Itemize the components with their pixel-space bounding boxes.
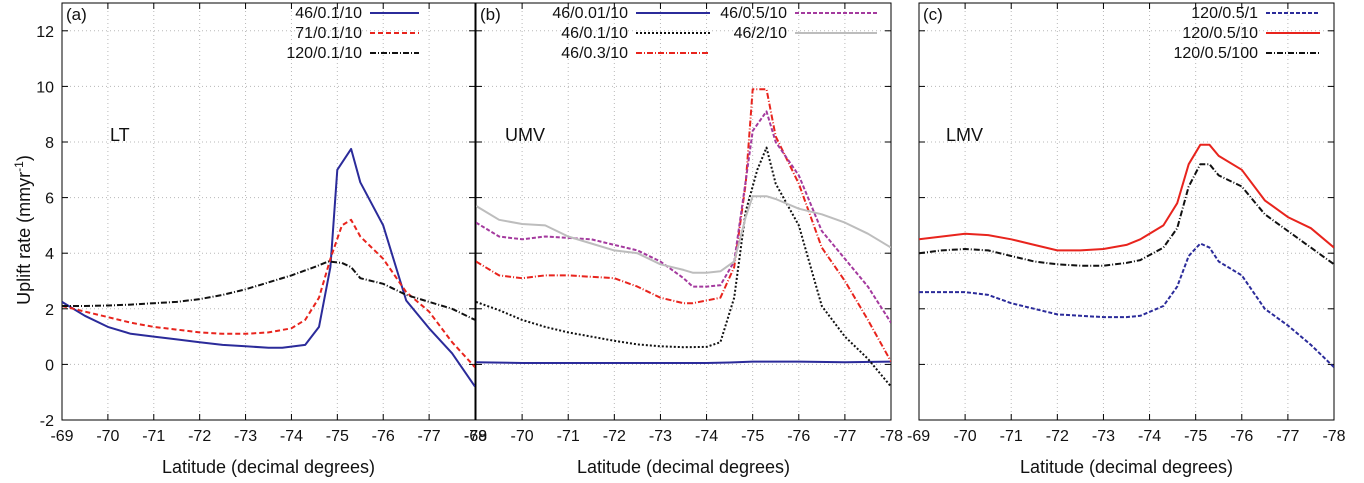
series-line [62,218,475,368]
legend-label: 120/0.5/10 [1182,25,1258,42]
region-label: UMV [505,125,545,145]
legend-label: 46/0.3/10 [561,45,628,62]
legend-label: 120/0.5/1 [1191,5,1258,22]
y-axis-label-main: Uplift rate (mmyr [14,172,34,305]
x-tick-label: -71 [557,428,580,445]
x-tick-label: -69 [907,428,930,445]
x-tick-label: -78 [880,428,903,445]
x-tick-label: -78 [1322,428,1345,445]
region-label: LT [110,125,130,145]
y-axis-label: Uplift rate (mmyr-1) [12,155,34,305]
x-tick-label: -75 [326,428,349,445]
x-tick-label: -73 [1092,428,1115,445]
y-axis-label-end: ) [14,155,34,161]
series-line [62,260,475,321]
x-tick-label: -69 [50,428,73,445]
series-line [476,195,891,274]
x-tick-label: -76 [787,428,810,445]
x-tick-label: -71 [142,428,165,445]
legend-label: 46/0.1/10 [561,25,628,42]
series-group [919,143,1334,368]
x-tick-label: -76 [1230,428,1253,445]
x-tick-label: -73 [234,428,257,445]
legend-label: 120/0.5/100 [1173,45,1258,62]
y-tick-label: 8 [45,135,54,152]
panel-a: -69 -70 -71 -72 -73 -74 -75 -76 -77 -78 -2 0 2 4 6 8 10 1… [36,2,487,477]
panel-c: -69 -70 -71 -72 -73 -74 -75 -76 -77 -78 Latitude (… [907,2,1346,477]
x-tick-label: -77 [1276,428,1299,445]
y-axis-label-superscript: -1 [12,161,26,172]
legend-label: 46/2/10 [734,25,787,42]
series-group [62,147,475,388]
x-tick-label: -74 [695,428,718,445]
x-tick-label: -78 [464,428,487,445]
series-line [476,88,891,363]
y-tick-label: 12 [36,24,54,41]
x-tick-label: -73 [649,428,672,445]
x-tick-label: -72 [603,428,626,445]
plot-frame [918,2,1335,421]
series-line [476,360,891,364]
y-tick-label: 0 [45,357,54,374]
legend-label: 46/0.1/10 [295,5,362,22]
x-tick-label: -69 [464,428,487,445]
x-tick-label: -70 [954,428,977,445]
y-tick-label: 6 [45,191,54,208]
legend-label: 71/0.1/10 [295,25,362,42]
x-tick-label: -72 [1046,428,1069,445]
panel-label: (b) [480,5,501,24]
y-tick-label: 4 [45,246,54,263]
x-axis-label: Latitude (decimal degrees) [1020,457,1233,477]
series-line [919,143,1334,252]
series-line [476,146,891,388]
x-tick-label: -70 [96,428,119,445]
x-axis-label: Latitude (decimal degrees) [162,457,375,477]
series-group [476,88,891,388]
x-axis-label: Latitude (decimal degrees) [577,457,790,477]
x-tick-label: -75 [741,428,764,445]
x-tick-label: -76 [372,428,395,445]
series-line [919,242,1334,368]
series-line [476,110,891,324]
legend-label: 120/0.1/10 [286,45,362,62]
legend-label: 46/0.01/10 [552,5,628,22]
x-tick-label: -74 [1138,428,1161,445]
y-tick-label: 10 [36,79,54,96]
panel-b: -69 -70 -71 -72 -73 -74 -75 -76 -77 -78 Latitude (… [464,2,903,477]
x-tick-label: -77 [833,428,856,445]
legend-label: 46/0.5/10 [720,5,787,22]
series-line [62,147,475,388]
x-tick-label: -72 [188,428,211,445]
region-label: LMV [946,125,983,145]
x-tick-label: -71 [1000,428,1023,445]
panel-label: (a) [66,5,87,24]
x-tick-label: -75 [1184,428,1207,445]
x-tick-label: -77 [418,428,441,445]
x-tick-label: -70 [511,428,534,445]
x-tick-label: -74 [280,428,303,445]
y-tick-label: -2 [40,413,54,430]
series-line [919,163,1334,267]
y-tick-label: 2 [45,302,54,319]
panel-label: (c) [923,5,943,24]
plot-frame [475,2,892,421]
plot-frame [61,2,476,421]
